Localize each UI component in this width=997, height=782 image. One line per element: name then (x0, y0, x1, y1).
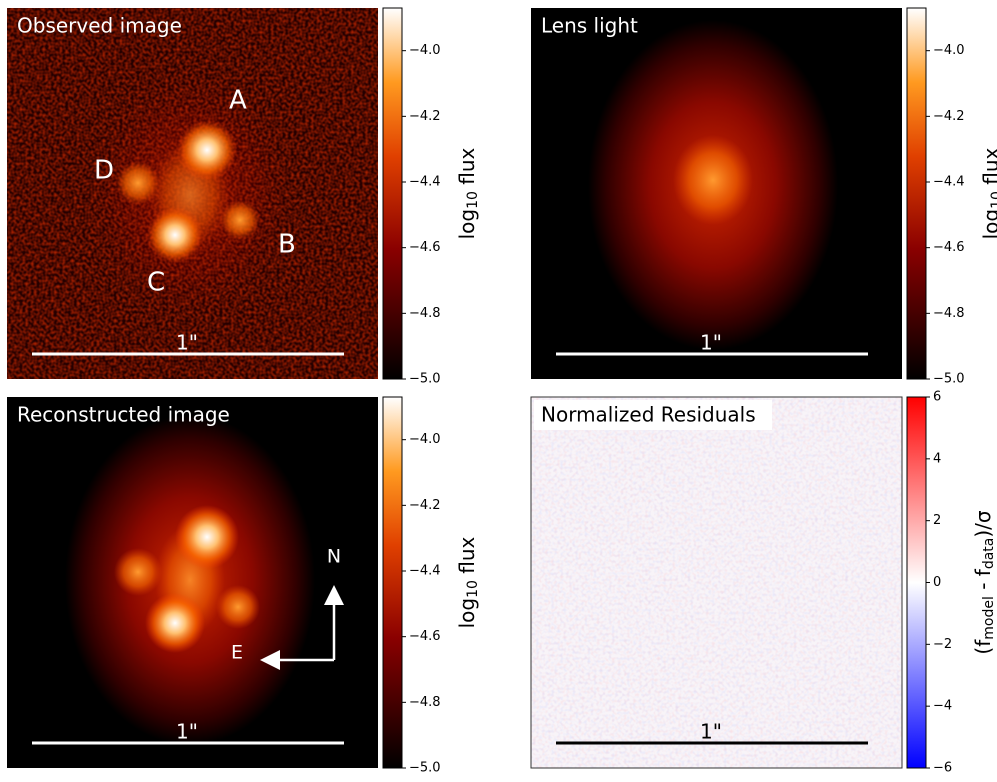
label-text: flux (455, 536, 479, 580)
colorbar-tick-label: −4.4 (933, 175, 965, 190)
colorbar-tick-label: −4.6 (409, 240, 441, 255)
colorbar-tick-label: −4.2 (409, 498, 441, 513)
image-label: C (147, 268, 165, 298)
panel-title: Lens light (541, 14, 638, 38)
colorbar-label: log10 flux (979, 147, 997, 239)
colorbar-tick-label: −4.2 (409, 109, 441, 124)
colorbar-tick-label: −4 (933, 699, 952, 714)
colorbar-tick-label: −4.6 (933, 240, 965, 255)
colorbar (907, 397, 926, 768)
image-label: A (229, 86, 247, 116)
colorbar-label: log10 flux (455, 147, 482, 239)
label-subscript: data (981, 538, 997, 570)
colorbar (383, 397, 402, 768)
reconstructed-image (7, 397, 378, 768)
colorbar-tick-label: −4.8 (409, 306, 441, 321)
image-label: B (278, 230, 296, 260)
colorbar (383, 8, 402, 379)
compass-label: E (231, 642, 243, 664)
residual-image (531, 397, 902, 768)
label-text: (f (971, 639, 995, 655)
label-text: flux (455, 147, 479, 191)
panel-title: Observed image (17, 14, 182, 38)
colorbar-tick-label: −4.4 (409, 564, 441, 579)
label-subscript: 10 (465, 580, 481, 598)
lens-light-image (531, 8, 902, 379)
label-text: - f (971, 568, 995, 596)
colorbar-tick-label: −4.6 (409, 629, 441, 644)
colorbar-label: log10 flux (455, 536, 482, 628)
colorbar-label: (fmodel - fdata)/σ (971, 510, 997, 655)
colorbar-tick-label: −4.8 (409, 695, 441, 710)
scalebar-label: 1" (700, 720, 722, 744)
panel-title: Normalized Residuals (541, 403, 756, 427)
colorbar-tick-label: −4.0 (409, 43, 441, 58)
scalebar-label: 1" (700, 331, 722, 355)
label-text: )/σ (971, 510, 995, 538)
colorbar-tick-label: −4.0 (409, 432, 441, 447)
colorbar-tick-label: −4.0 (933, 43, 965, 58)
colorbar-tick-label: −5.0 (409, 372, 441, 387)
label-text: flux (979, 147, 997, 191)
figure: Observed image A B C D 1" −5.0 −4.8 −4.6 −4.4 −4.2… (0, 0, 997, 778)
colorbar-tick-label: −4.2 (933, 109, 965, 124)
label-subscript: 10 (465, 191, 481, 209)
label-subscript: 10 (989, 191, 997, 209)
colorbar-tick-label: 0 (933, 575, 941, 590)
colorbar-tick-label: 2 (933, 513, 941, 528)
colorbar-tick-label: −5.0 (933, 372, 965, 387)
colorbar (907, 8, 926, 379)
colorbar-tick-label: −2 (933, 637, 952, 652)
observed-image (7, 8, 378, 379)
scalebar-label: 1" (176, 331, 198, 355)
label-text: log (979, 209, 997, 240)
colorbar-tick-label: −4.8 (933, 306, 965, 321)
colorbar-tick-label: 6 (933, 390, 941, 405)
label-text: log (455, 598, 479, 629)
colorbar-tick-label: 4 (933, 451, 941, 466)
colorbar-tick-label: −5.0 (409, 761, 441, 776)
scalebar-label: 1" (176, 720, 198, 744)
compass-label: N (327, 546, 341, 568)
label-text: log (455, 209, 479, 240)
colorbar-tick-label: −6 (933, 761, 952, 776)
panel-title: Reconstructed image (17, 403, 230, 427)
label-subscript: model (981, 596, 997, 640)
colorbar-tick-label: −4.4 (409, 175, 441, 190)
image-label: D (94, 156, 114, 186)
